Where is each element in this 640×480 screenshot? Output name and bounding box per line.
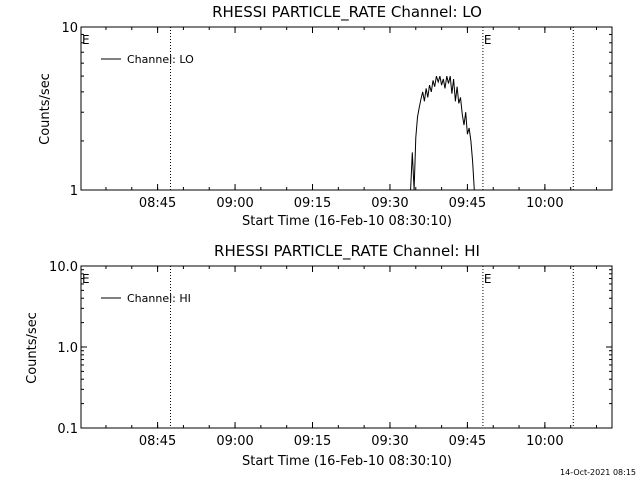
lo-channel-panel: RHESSI PARTICLE_RATE Channel: LO Counts/… xyxy=(38,3,613,229)
lo-x-tick-label: 09:15 xyxy=(294,196,331,211)
hi-x-tick-label: 09:30 xyxy=(371,434,408,449)
hi-x-tick-label: 10:00 xyxy=(526,434,563,449)
lo-chart-title: RHESSI PARTICLE_RATE Channel: LO xyxy=(212,3,482,22)
lo-y-tick-label: 1 xyxy=(70,184,78,199)
lo-y-axis-label: Counts/sec xyxy=(38,73,53,145)
lo-plot-frame xyxy=(80,26,613,191)
hi-y-tick-label: 10.0 xyxy=(49,260,78,275)
lo-x-tick-label: 09:00 xyxy=(216,196,253,211)
lo-x-tick-label: 09:45 xyxy=(449,196,486,211)
hi-event-marker: E xyxy=(484,272,492,286)
lo-series-line-0 xyxy=(410,75,475,191)
lo-event-marker: E xyxy=(82,33,90,47)
hi-y-tick-label: 0.1 xyxy=(57,422,78,437)
lo-event-marker: E xyxy=(484,33,492,47)
hi-y-axis-label: Counts/sec xyxy=(25,312,40,384)
hi-y-tick-label: 1.0 xyxy=(57,341,78,356)
hi-legend-label: Channel: HI xyxy=(127,292,191,305)
lo-y-tick-label: 10 xyxy=(61,21,78,36)
hi-x-tick-label: 09:15 xyxy=(294,434,331,449)
lo-x-axis-label: Start Time (16-Feb-10 08:30:10) xyxy=(242,214,452,229)
lo-x-tick-label: 08:45 xyxy=(139,196,176,211)
hi-channel-panel: RHESSI PARTICLE_RATE Channel: HI Counts/… xyxy=(25,242,613,469)
lo-legend-label: Channel: LO xyxy=(127,53,194,66)
hi-event-marker: E xyxy=(82,272,90,286)
hi-x-tick-label: 08:45 xyxy=(139,434,176,449)
hi-chart-title: RHESSI PARTICLE_RATE Channel: HI xyxy=(214,242,480,261)
lo-x-tick-label: 10:00 xyxy=(526,196,563,211)
hi-x-tick-label: 09:45 xyxy=(449,434,486,449)
footer-timestamp: 14-Oct-2021 08:15 xyxy=(560,468,636,477)
lo-x-tick-label: 09:30 xyxy=(371,196,408,211)
hi-x-tick-label: 09:00 xyxy=(216,434,253,449)
hi-x-axis-label: Start Time (16-Feb-10 08:30:10) xyxy=(242,454,452,469)
